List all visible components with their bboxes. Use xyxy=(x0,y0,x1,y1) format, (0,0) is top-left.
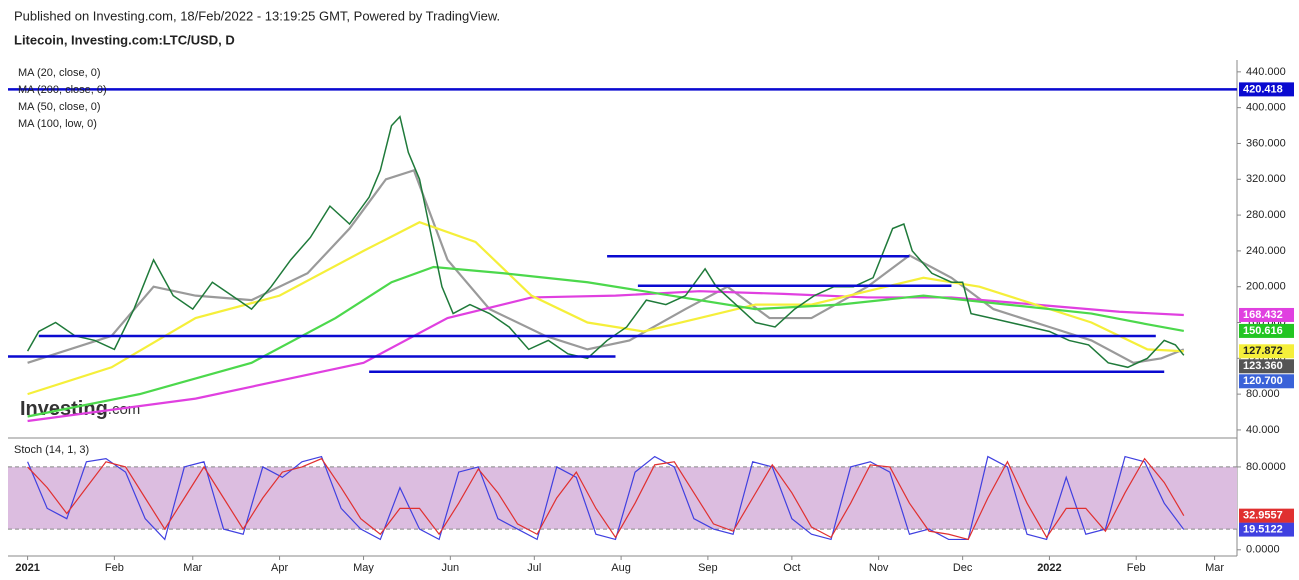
y-tick-label: 0.0000 xyxy=(1246,544,1280,556)
price-marker xyxy=(1239,82,1294,97)
chart-title: Litecoin, Investing.com:LTC/USD, D xyxy=(14,32,235,47)
x-tick-label: 2021 xyxy=(15,562,39,574)
x-tick-label: Aug xyxy=(611,562,631,574)
x-tick-label: Feb xyxy=(105,562,124,574)
price-marker-label: 168.432 xyxy=(1243,309,1283,321)
stoch-title: Stoch (14, 1, 3) xyxy=(14,444,89,456)
price-marker-label: 127.872 xyxy=(1243,345,1283,357)
price-marker xyxy=(1239,307,1294,322)
stoch-band xyxy=(8,466,1237,530)
x-tick-label: Sep xyxy=(698,562,718,574)
value-marker-label: 19.5122 xyxy=(1243,523,1283,535)
y-tick-label: 80.000 xyxy=(1246,388,1280,400)
x-tick-label: Mar xyxy=(183,562,202,574)
y-tick-label: 280.000 xyxy=(1246,209,1286,221)
y-tick-label: 440.000 xyxy=(1246,66,1286,78)
y-tick-label: 360.000 xyxy=(1246,137,1286,149)
y-tick-label: 320.000 xyxy=(1246,173,1286,185)
price-marker-label: 150.616 xyxy=(1243,325,1283,337)
x-tick-label: Jun xyxy=(441,562,459,574)
price-marker-label: 420.418 xyxy=(1243,83,1283,95)
x-tick-label: Dec xyxy=(953,562,973,574)
x-tick-label: Feb xyxy=(1127,562,1146,574)
price-marker-label: 120.700 xyxy=(1243,375,1283,387)
stoch-line xyxy=(27,455,1185,541)
y-tick-label: 200.000 xyxy=(1246,281,1286,293)
legend-entry: MA (100, low, 0) xyxy=(18,118,97,130)
legend-entry: MA (200, close, 0) xyxy=(18,84,107,96)
legend-entry: MA (50, close, 0) xyxy=(18,101,101,113)
publisher-note: Published on Investing.com, 18/Feb/2022 … xyxy=(14,8,500,23)
value-marker xyxy=(1239,522,1294,537)
value-marker xyxy=(1239,508,1294,523)
y-tick-label: 40.000 xyxy=(1246,424,1280,436)
x-tick-label: Oct xyxy=(783,562,800,574)
x-tick-label: May xyxy=(353,562,374,574)
y-tick-label: 240.000 xyxy=(1246,245,1286,257)
stoch-line xyxy=(27,457,1185,541)
price-line xyxy=(26,115,1185,369)
price-marker xyxy=(1239,359,1294,374)
ma-line xyxy=(27,265,1185,418)
price-marker xyxy=(1239,323,1294,338)
ma-line xyxy=(27,221,1184,396)
price-marker xyxy=(1239,344,1294,359)
legend-entry: MA (20, close, 0) xyxy=(18,67,101,79)
price-marker xyxy=(1239,374,1294,389)
ma-line xyxy=(27,168,1185,364)
x-tick-label: Apr xyxy=(271,562,288,574)
value-marker-label: 32.9557 xyxy=(1243,510,1283,522)
x-tick-label: Nov xyxy=(869,562,889,574)
logo-suffix: .com xyxy=(108,401,141,418)
x-tick-label: Mar xyxy=(1205,562,1224,574)
x-tick-label: Jul xyxy=(527,562,541,574)
y-tick-label: 400.000 xyxy=(1246,102,1286,114)
x-tick-label: 2022 xyxy=(1037,562,1061,574)
price-marker-label: 123.360 xyxy=(1243,360,1283,372)
y-tick-label: 80.0000 xyxy=(1246,461,1286,473)
